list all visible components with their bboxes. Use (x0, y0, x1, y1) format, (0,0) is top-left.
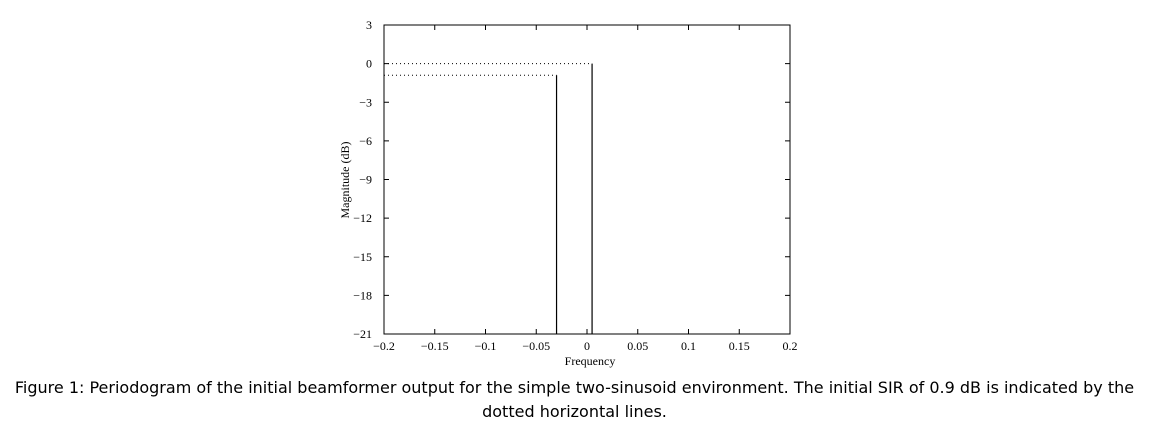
y-tick-label: 3 (366, 18, 372, 32)
y-tick-label: −15 (353, 250, 372, 264)
x-tick-label: −0.1 (475, 339, 497, 353)
x-tick-label: −0.05 (522, 339, 550, 353)
x-tick-label: 0 (584, 339, 590, 353)
x-tick-label: 0.2 (783, 339, 798, 353)
x-tick-label: 0.1 (681, 339, 696, 353)
x-axis-label: Frequency (565, 354, 616, 368)
chart: Frequency Magnitude (dB) −21 −18 −15 −12 −9 −… (338, 18, 798, 368)
figure-caption: Figure 1: Periodogram of the initial bea… (14, 378, 1135, 421)
y-tick-label: −6 (359, 134, 372, 148)
y-tick-label: −18 (353, 288, 372, 302)
y-tick-label: −12 (353, 211, 372, 225)
y-axis-label: Magnitude (dB) (338, 142, 352, 219)
x-tick-label: −0.15 (421, 339, 449, 353)
plot-frame (383, 24, 791, 335)
x-tick-label: −0.2 (373, 339, 395, 353)
y-tick-label: 0 (366, 57, 372, 71)
y-tick-label: −3 (359, 95, 372, 109)
y-tick-label: −21 (353, 327, 372, 341)
x-tick-label: 0.05 (627, 339, 648, 353)
y-tick-label: −9 (359, 173, 372, 187)
x-tick-label: 0.15 (729, 339, 750, 353)
